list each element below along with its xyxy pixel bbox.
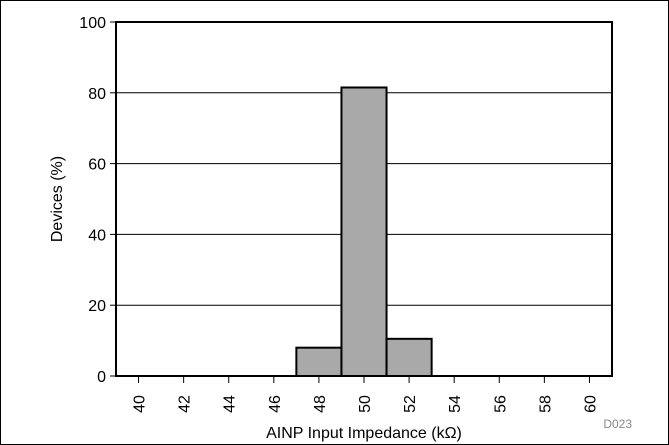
x-tick-label: 48 [312,395,329,413]
y-tick-label: 40 [88,227,106,244]
x-tick-label: 40 [132,395,149,413]
y-axis-ticks: 0 20 40 60 80 100 [79,15,116,386]
x-axis-ticks: 40 42 44 46 48 50 52 54 56 58 60 [132,376,599,413]
x-tick-label: 56 [492,395,509,413]
x-tick-label: 50 [357,395,374,413]
x-axis-title: AINP Input Impedance (kΩ) [266,425,462,442]
x-tick-label: 58 [537,395,554,413]
figure-code-label: D023 [603,417,632,431]
x-tick-label: 52 [402,395,419,413]
x-tick-label: 60 [582,395,599,413]
y-tick-label: 0 [97,369,106,386]
x-tick-label: 54 [447,395,464,413]
histogram-bar-47-49 [295,346,343,377]
histogram-bar-51-53 [385,337,433,377]
x-tick-label: 44 [222,395,239,413]
x-tick-label: 42 [177,395,194,413]
histogram-bar-49-51 [340,86,388,378]
y-tick-label: 60 [88,157,106,174]
x-tick-label: 46 [267,395,284,413]
y-axis-title: Devices (%) [49,156,66,242]
y-tick-label: 20 [88,298,106,315]
bars [295,86,433,378]
y-tick-label: 100 [79,15,106,32]
y-tick-label: 80 [88,86,106,103]
